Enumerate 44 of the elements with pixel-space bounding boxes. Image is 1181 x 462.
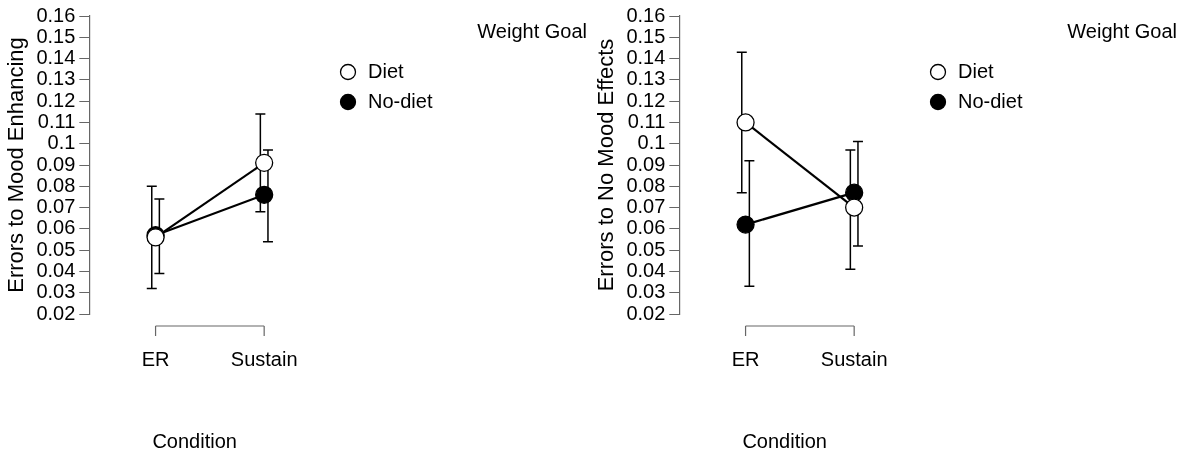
y-tick-label: 0.05 [36, 237, 76, 260]
y-tick-label: 0.04 [626, 258, 666, 281]
y-tick-label: 0.1 [637, 131, 666, 154]
y-tick-label: 0.08 [626, 173, 666, 196]
y-tick-label: 0.1 [47, 131, 76, 154]
y-tick-label: 0.08 [36, 173, 76, 196]
y-tick-label: 0.04 [36, 258, 76, 281]
y-tick-label: 0.09 [36, 152, 76, 175]
y-tick-label: 0.15 [626, 24, 666, 47]
y-tick-label: 0.11 [627, 109, 666, 132]
legend-label: Diet [368, 59, 405, 82]
y-tick-label: 0.02 [626, 301, 666, 324]
x-tick-label: ER [141, 347, 170, 370]
legend-title: Weight Goal [1067, 19, 1177, 42]
x-axis-title: Condition [152, 429, 237, 452]
y-tick-label: 0.06 [36, 216, 76, 239]
y-tick-label: 0.16 [36, 3, 76, 26]
y-tick-label: 0.11 [37, 109, 76, 132]
y-tick-label: 0.12 [626, 88, 666, 111]
y-axis-title: Errors to No Mood Effects [593, 38, 619, 292]
x-tick-label: ER [731, 347, 760, 370]
y-tick-label: 0.07 [626, 195, 666, 218]
legend-title: Weight Goal [477, 19, 587, 42]
y-tick-label: 0.07 [36, 195, 76, 218]
y-tick-label: 0.05 [626, 237, 666, 260]
y-tick-label: 0.03 [36, 280, 76, 303]
y-tick-label: 0.13 [36, 67, 76, 90]
y-tick-label: 0.03 [626, 280, 666, 303]
y-tick-label: 0.14 [626, 46, 666, 69]
legend-label: Diet [958, 59, 995, 82]
y-tick-label: 0.09 [626, 152, 666, 175]
y-tick-label: 0.12 [36, 88, 76, 111]
x-axis-title: Condition [742, 429, 827, 452]
y-tick-label: 0.14 [36, 46, 76, 69]
y-tick-label: 0.13 [626, 67, 666, 90]
x-tick-label: Sustain [230, 347, 298, 370]
y-tick-label: 0.02 [36, 301, 76, 324]
x-tick-label: Sustain [820, 347, 888, 370]
y-tick-label: 0.16 [626, 3, 666, 26]
y-axis-title: Errors to Mood Enhancing [3, 37, 29, 293]
legend-label: No-diet [958, 89, 1023, 112]
y-tick-label: 0.15 [36, 24, 76, 47]
y-tick-label: 0.06 [626, 216, 666, 239]
legend-label: No-diet [368, 89, 433, 112]
